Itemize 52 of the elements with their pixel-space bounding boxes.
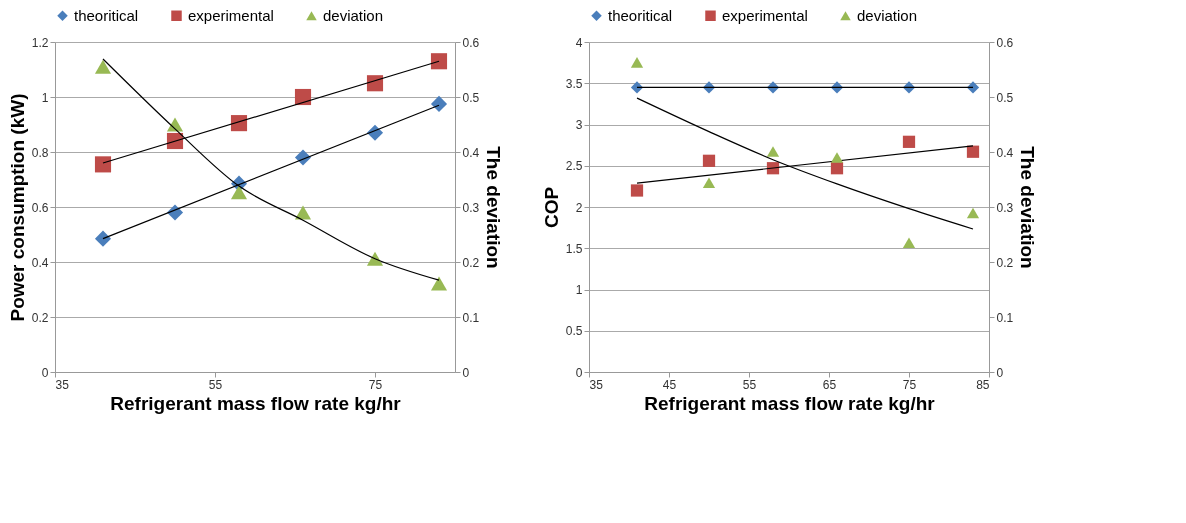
y-tick-label: 1.5 xyxy=(565,241,583,256)
y2-tick-label: 0 xyxy=(996,365,1004,380)
y2-tick-label: 0.4 xyxy=(996,145,1014,160)
y-tick-label: 0 xyxy=(575,365,583,380)
y2-axis-title: The deviation xyxy=(1017,146,1039,269)
y-tick-label: 0.4 xyxy=(31,255,49,270)
legend-label: experimental xyxy=(722,6,808,24)
legend-label: experimental xyxy=(188,6,274,24)
x-tick-label: 35 xyxy=(589,377,604,392)
x-axis-title: Refrigerant mass flow rate kg/hr xyxy=(110,392,402,414)
x-tick-label: 65 xyxy=(822,377,837,392)
x-tick-label: 35 xyxy=(55,377,70,392)
y-tick-label: 3 xyxy=(575,118,583,132)
x-tick-label: 45 xyxy=(662,377,677,392)
x-tick-label: 85 xyxy=(976,377,990,392)
y2-tick-label: 0.6 xyxy=(996,35,1014,50)
legend-label: deviation xyxy=(323,6,384,24)
x-tick-label: 75 xyxy=(902,377,917,392)
y-tick-label: 3.5 xyxy=(565,76,583,91)
y-tick-label: 0.8 xyxy=(31,145,49,160)
line-series xyxy=(636,97,974,230)
y2-tick-label: 0.4 xyxy=(462,145,480,160)
y2-tick-label: 0.5 xyxy=(996,90,1014,105)
y-tick-label: 4 xyxy=(575,35,583,50)
x-tick-label: 75 xyxy=(368,377,383,392)
y2-tick-label: 0.6 xyxy=(462,35,480,50)
legend-label: theoritical xyxy=(74,6,139,24)
y2-tick-label: 0.2 xyxy=(462,255,480,270)
legend-label: theoritical xyxy=(608,6,673,24)
y-tick-label: 0.2 xyxy=(31,310,49,325)
y-tick-label: 1.2 xyxy=(31,35,49,50)
x-tick-label: 55 xyxy=(208,377,223,392)
y-tick-label: 0 xyxy=(41,365,49,380)
y2-tick-label: 0.1 xyxy=(996,310,1014,325)
y2-tick-label: 0.3 xyxy=(996,200,1014,215)
y2-tick-label: 0 xyxy=(462,365,470,380)
y-tick-label: 2 xyxy=(575,200,583,215)
y2-axis-title: The deviation xyxy=(483,146,505,269)
y-tick-label: 1 xyxy=(575,283,583,297)
x-tick-label: 55 xyxy=(742,377,757,392)
legend-label: deviation xyxy=(857,6,918,24)
x-axis-title: Refrigerant mass flow rate kg/hr xyxy=(644,392,936,414)
y-tick-label: 0.5 xyxy=(565,324,583,339)
y-axis-title: COP xyxy=(540,186,562,229)
y-tick-label: 1 xyxy=(41,90,49,105)
y-tick-label: 2.5 xyxy=(565,159,583,174)
y2-tick-label: 0.1 xyxy=(462,310,480,325)
y-tick-label: 0.6 xyxy=(31,200,49,215)
y2-tick-label: 0.5 xyxy=(462,90,480,105)
y2-tick-label: 0.3 xyxy=(462,200,480,215)
y2-tick-label: 0.2 xyxy=(996,255,1014,270)
y-axis-title: Power consumption (kW) xyxy=(6,93,28,322)
